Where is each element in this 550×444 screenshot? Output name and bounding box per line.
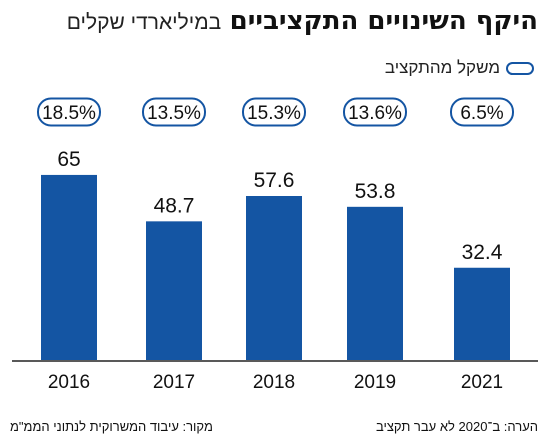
- footer-note: הערה: ב־2020 לא עבר תקציב: [375, 419, 538, 434]
- bar-2018: [246, 196, 302, 360]
- legend-label: משקל מהתקציב: [384, 58, 500, 77]
- chart-subtitle: במיליארדי שקלים: [66, 11, 222, 34]
- bar-value-label: 48.7: [154, 194, 195, 217]
- share-pill: [450, 97, 514, 127]
- x-tick-label: 2018: [253, 372, 295, 393]
- x-tick-label: 2016: [48, 372, 90, 393]
- bar-2016: [41, 174, 97, 360]
- bar-value-label: 57.6: [254, 169, 295, 192]
- x-tick-label: 2019: [354, 372, 396, 393]
- share-pill-label: 15.3%: [247, 103, 301, 124]
- legend: משקל מהתקציב: [385, 58, 534, 78]
- footer: הערה: ב־2020 לא עבר תקציב מקור: עיבוד המ…: [10, 419, 538, 434]
- share-pill: [142, 97, 206, 127]
- bar-2017: [146, 221, 202, 360]
- bar-2021: [454, 267, 510, 360]
- share-pill-label: 6.5%: [460, 103, 503, 124]
- bar-value-label: 53.8: [355, 180, 396, 203]
- share-pill-label: 18.5%: [42, 103, 96, 124]
- share-pill-label: 13.5%: [147, 103, 201, 124]
- chart-title-row: היקף השינויים התקציביים במיליארדי שקלים: [12, 6, 538, 36]
- share-pill: [37, 97, 101, 127]
- share-pill: [242, 97, 306, 127]
- bar-value-label: 32.4: [462, 241, 503, 264]
- share-pill: [343, 97, 407, 127]
- bar-value-label: 65: [57, 148, 80, 171]
- x-tick-label: 2021: [461, 372, 503, 393]
- chart-title: היקף השינויים התקציביים: [229, 6, 538, 36]
- x-tick-label: 2017: [153, 372, 195, 393]
- share-pill-label: 13.6%: [348, 103, 402, 124]
- legend-pill-icon: [506, 61, 534, 75]
- footer-source: מקור: עיבוד המשרוקית לנתוני הממ"מ: [10, 419, 213, 434]
- bar-2019: [347, 206, 403, 360]
